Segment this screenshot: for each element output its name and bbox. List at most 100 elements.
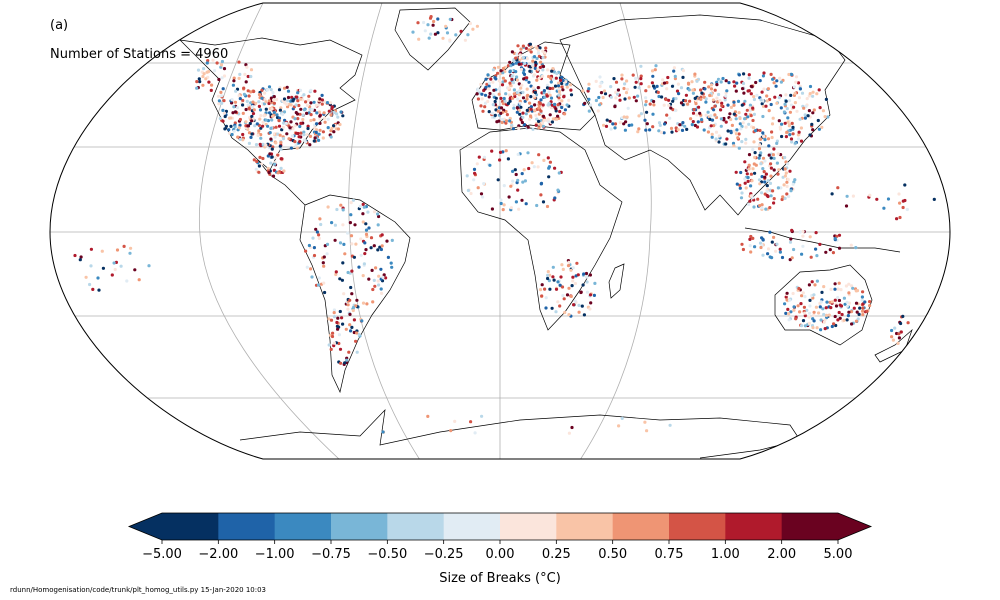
- station-marker: [304, 100, 308, 104]
- station-marker: [257, 129, 261, 133]
- station-marker: [787, 318, 791, 322]
- station-marker: [599, 81, 603, 85]
- station-marker: [662, 103, 666, 107]
- station-marker: [519, 86, 523, 90]
- station-marker: [526, 93, 530, 97]
- station-marker: [348, 323, 352, 327]
- station-marker: [221, 119, 225, 123]
- station-marker: [786, 162, 790, 166]
- station-marker: [551, 275, 555, 279]
- station-marker: [792, 305, 796, 309]
- station-marker: [314, 227, 318, 231]
- station-marker: [289, 146, 293, 150]
- station-marker: [321, 261, 325, 265]
- station-marker: [535, 203, 539, 208]
- station-marker: [514, 56, 518, 60]
- station-marker: [548, 93, 552, 97]
- station-marker: [717, 92, 721, 97]
- station-marker: [318, 117, 322, 121]
- station-marker: [512, 106, 516, 110]
- station-marker: [785, 192, 789, 196]
- station-marker: [722, 118, 726, 122]
- station-marker: [546, 270, 550, 274]
- station-marker: [897, 332, 901, 336]
- globe-outline: [49, 2, 951, 460]
- station-marker: [338, 241, 343, 245]
- station-marker: [601, 95, 605, 100]
- station-marker: [749, 172, 754, 176]
- station-marker: [618, 98, 622, 102]
- station-marker: [499, 106, 504, 110]
- station-marker: [854, 246, 858, 250]
- station-marker: [278, 108, 282, 112]
- station-marker: [766, 247, 771, 251]
- station-marker: [805, 97, 809, 101]
- station-marker: [680, 128, 685, 132]
- station-marker: [715, 100, 720, 104]
- station-marker: [551, 77, 555, 81]
- station-marker: [377, 274, 381, 278]
- station-marker: [529, 105, 534, 109]
- station-marker: [756, 197, 760, 201]
- station-marker: [788, 240, 793, 244]
- station-marker: [115, 248, 120, 252]
- station-marker: [663, 122, 667, 126]
- station-marker: [753, 171, 757, 175]
- station-marker: [851, 286, 855, 290]
- station-marker: [783, 167, 787, 171]
- station-marker: [822, 285, 826, 289]
- station-marker: [555, 71, 559, 76]
- station-marker: [305, 111, 309, 115]
- station-marker: [751, 118, 755, 123]
- station-marker: [557, 81, 561, 85]
- station-marker: [477, 155, 481, 159]
- station-marker: [761, 114, 765, 119]
- station-marker: [622, 86, 626, 91]
- station-marker: [545, 204, 550, 209]
- station-marker: [502, 203, 506, 207]
- station-marker: [687, 88, 691, 92]
- station-marker: [566, 264, 571, 268]
- station-marker: [336, 316, 340, 320]
- station-marker: [740, 191, 744, 195]
- station-marker: [665, 113, 669, 117]
- station-marker: [254, 101, 258, 105]
- station-marker: [348, 312, 352, 316]
- colorbar-bin: [612, 513, 670, 540]
- station-marker: [354, 339, 358, 343]
- station-marker: [501, 208, 505, 212]
- station-marker: [771, 189, 775, 193]
- station-marker: [903, 198, 907, 203]
- station-marker: [261, 156, 265, 161]
- station-marker: [525, 97, 529, 101]
- station-marker: [339, 361, 343, 365]
- station-marker: [651, 112, 655, 116]
- station-marker: [488, 91, 492, 96]
- station-marker: [540, 121, 545, 125]
- station-marker: [840, 312, 844, 317]
- station-marker: [536, 51, 541, 55]
- station-marker: [251, 105, 255, 109]
- station-marker: [293, 117, 297, 121]
- station-marker: [709, 83, 714, 87]
- station-marker: [743, 99, 747, 103]
- station-marker: [727, 81, 731, 85]
- station-marker: [746, 115, 750, 119]
- station-marker: [100, 249, 104, 253]
- station-marker: [861, 309, 865, 313]
- station-marker: [673, 74, 677, 78]
- station-marker: [332, 311, 336, 315]
- station-marker: [768, 206, 772, 210]
- station-marker: [325, 101, 330, 105]
- station-marker: [704, 113, 708, 117]
- station-marker: [484, 77, 488, 81]
- station-marker: [809, 255, 813, 259]
- station-marker: [651, 74, 655, 78]
- station-marker: [811, 296, 815, 300]
- station-marker: [500, 117, 504, 122]
- station-marker: [759, 137, 763, 141]
- station-marker: [327, 343, 331, 347]
- station-marker: [498, 158, 502, 162]
- station-marker: [528, 101, 532, 105]
- station-marker: [281, 112, 285, 116]
